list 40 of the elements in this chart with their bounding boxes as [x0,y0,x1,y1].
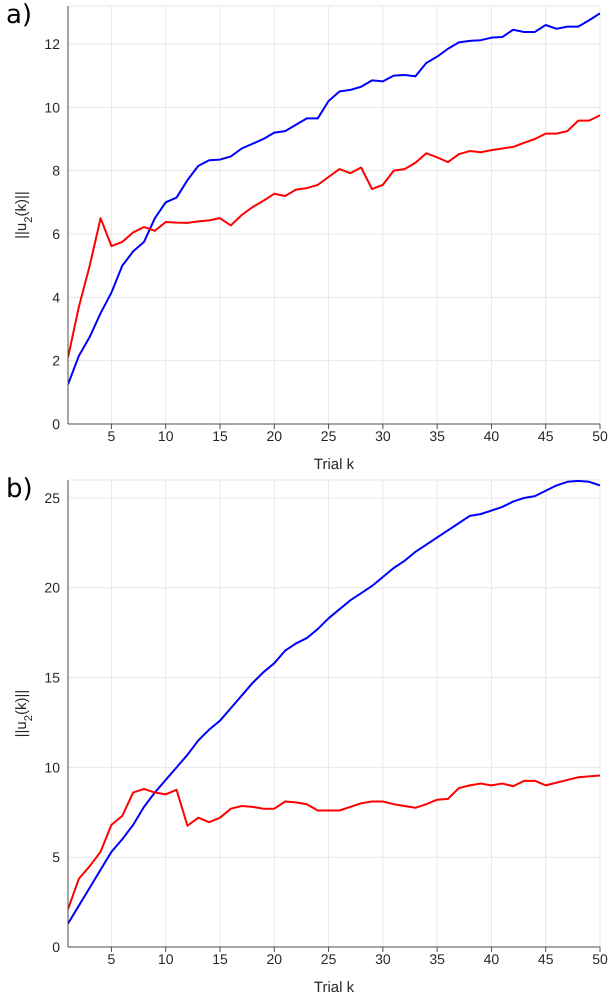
y-tick-label: 4 [52,289,60,306]
x-axis-title: Trial k [314,979,355,996]
x-tick-label: 5 [108,950,116,967]
x-tick-label: 25 [320,950,337,967]
x-tick-label: 15 [212,950,228,967]
y-tick-label: 15 [44,670,60,686]
line-series [68,774,600,910]
y-tick-label: 12 [44,36,60,52]
x-tick-label: 40 [484,950,500,967]
x-tick-label: 15 [212,428,228,444]
y-tick-label: 2 [52,352,60,369]
chart-title: a) [6,0,32,30]
x-tick-label: 45 [538,428,554,444]
x-tick-label: 50 [592,950,608,967]
line-series [68,114,600,358]
x-tick-label: 25 [320,428,337,444]
x-tick-label: 45 [538,950,554,967]
y-tick-label: 0 [52,416,60,432]
y-tick-label: 6 [52,226,60,242]
x-tick-label: 40 [484,428,500,444]
x-axis-title: Trial k [314,456,355,473]
y-tick-label: 8 [52,162,60,179]
x-tick-label: 10 [158,428,174,444]
x-tick-label: 20 [266,428,282,444]
chart-title: b) [6,474,33,504]
y-tick-label: 25 [44,490,60,506]
y-tick-label: 10 [44,99,60,116]
x-tick-label: 5 [108,428,116,444]
x-tick-label: 30 [375,428,391,444]
x-tick-label: 30 [375,950,391,967]
x-tick-label: 50 [592,428,608,444]
x-tick-label: 10 [158,950,174,967]
x-tick-label: 35 [429,950,446,967]
y-tick-label: 10 [44,759,60,776]
x-tick-label: 35 [429,428,446,444]
y-tick-label: 0 [52,938,60,955]
y-tick-label: 5 [52,849,60,866]
x-tick-label: 20 [266,950,282,967]
line-series [68,12,600,386]
y-tick-label: 20 [44,580,60,596]
